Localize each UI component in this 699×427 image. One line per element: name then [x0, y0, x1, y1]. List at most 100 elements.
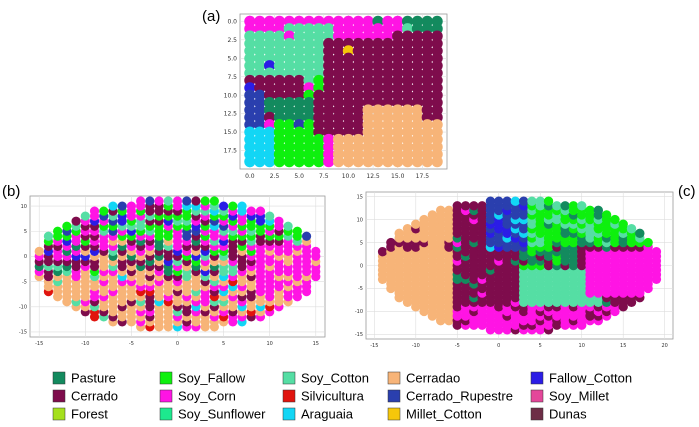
som-node-point	[411, 156, 424, 168]
som-node-point	[401, 156, 414, 168]
legend-label: Silvicultura	[301, 389, 365, 404]
y-tick-label: 10	[357, 217, 363, 223]
x-tick-label: -15	[370, 343, 378, 349]
y-tick-label: 0	[360, 263, 363, 269]
embedding-point	[274, 216, 284, 226]
embedding-point	[502, 196, 512, 206]
embedding-point	[301, 231, 312, 241]
embedding-point	[485, 196, 496, 206]
legend-label: Cerradao	[406, 371, 460, 386]
embedding-point	[34, 246, 44, 256]
legend-item: Silvicultura	[282, 389, 365, 404]
embedding-point	[136, 196, 146, 206]
som-node-point	[254, 156, 266, 168]
point-group	[34, 196, 321, 332]
legend: Pasture Cerrado Forest Soy_Fallow Soy_Corn So…	[52, 371, 632, 422]
embedding-point	[635, 228, 645, 239]
embedding-scatter-c: -15 -10 -5 0 5 10 15 20 15 10 5 0 -5 -10 -15	[355, 191, 674, 349]
som-node-point	[352, 156, 364, 168]
x-tick-label: 15	[313, 341, 319, 347]
y-tick-label: 12.5	[224, 111, 238, 118]
legend-swatch	[282, 407, 296, 421]
x-tick-label: -15	[35, 341, 43, 347]
embedding-point	[386, 237, 396, 248]
x-tick-label: -5	[455, 343, 460, 349]
embedding-point	[568, 201, 579, 211]
legend-swatch	[159, 407, 173, 421]
som-node-point	[303, 156, 315, 168]
x-tick-label: 7.5	[319, 173, 329, 180]
embedding-point	[643, 237, 653, 248]
som-node-group	[244, 15, 443, 168]
legend-label: Cerrado_Rupestre	[406, 389, 513, 404]
legend-label: Soy_Fallow	[178, 371, 246, 386]
y-tick-label: -10	[355, 309, 363, 315]
legend-item: Soy_Corn	[159, 389, 236, 404]
embedding-point	[71, 216, 81, 226]
y-tick-label: 7.5	[227, 74, 237, 81]
y-tick-label: 15	[357, 194, 363, 200]
legend-swatch	[387, 371, 401, 385]
embedding-point	[427, 210, 438, 220]
embedding-point	[460, 201, 471, 211]
y-tick-label: 10.0	[224, 92, 238, 99]
y-tick-label: -15	[19, 330, 27, 336]
som-node-point	[362, 156, 374, 168]
embedding-point	[108, 201, 118, 211]
x-tick-label: 17.5	[416, 173, 430, 180]
embedding-point	[543, 196, 554, 206]
embedding-point	[265, 211, 275, 221]
embedding-point	[126, 201, 137, 211]
embedding-point	[527, 196, 537, 206]
embedding-point	[80, 211, 90, 221]
legend-item: Cerrado_Rupestre	[387, 389, 513, 404]
embedding-point	[419, 214, 429, 225]
embedding-point	[477, 201, 487, 211]
som-node-point	[244, 156, 256, 168]
x-tick-label: 5	[222, 341, 225, 347]
x-tick-label: 10	[579, 343, 585, 349]
legend-item: Cerradao	[387, 371, 460, 386]
legend-item: Soy_Millet	[530, 389, 609, 404]
legend-swatch	[52, 371, 66, 385]
legend-item: Cerrado	[52, 389, 118, 404]
legend-label: Soy_Cotton	[301, 371, 369, 386]
y-tick-label: -10	[19, 305, 27, 311]
legend-swatch	[387, 389, 401, 403]
embedding-scatter-b: -15 -10 -5 0 5 10 15 10 5 0 -5 -10 -15	[19, 195, 326, 347]
embedding-point	[218, 201, 229, 211]
embedding-point	[469, 201, 479, 211]
y-tick-label: 0	[24, 254, 27, 260]
som-node-point	[313, 156, 325, 168]
x-tick-label: 5	[539, 343, 542, 349]
embedding-point	[510, 196, 521, 206]
x-tick-label: 12.5	[366, 173, 380, 180]
legend-item: Fallow_Cotton	[530, 371, 632, 386]
x-tick-label: -10	[412, 343, 420, 349]
embedding-point	[53, 226, 63, 236]
embedding-point	[209, 196, 219, 206]
legend-label: Dunas	[549, 407, 587, 422]
panel-label-b: (b)	[2, 183, 20, 200]
embedding-point	[163, 196, 173, 206]
legend-item: Araguaia	[282, 407, 354, 422]
legend-swatch	[159, 389, 173, 403]
y-tick-label: 5.0	[227, 55, 237, 62]
legend-label: Cerrado	[71, 389, 118, 404]
legend-swatch	[282, 371, 296, 385]
legend-label: Soy_Corn	[178, 389, 236, 404]
embedding-point	[182, 196, 192, 206]
embedding-point	[154, 196, 164, 206]
embedding-point	[518, 196, 529, 206]
x-tick-label: 5.0	[294, 173, 304, 180]
embedding-point	[585, 205, 595, 216]
embedding-point	[99, 206, 109, 216]
x-tick-label: 15	[620, 343, 626, 349]
embedding-point	[255, 206, 266, 216]
y-tick-label: -5	[358, 286, 363, 292]
embedding-point	[494, 196, 504, 206]
embedding-point	[89, 206, 100, 216]
y-tick-label: 17.5	[224, 148, 238, 155]
embedding-point	[577, 201, 587, 211]
